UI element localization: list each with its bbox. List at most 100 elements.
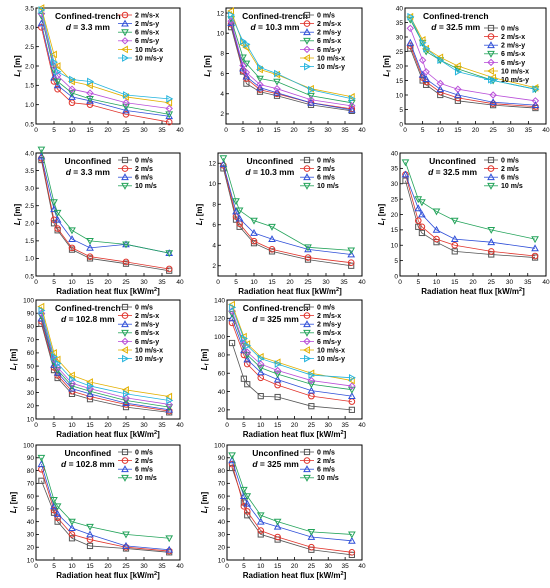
x-axis-label: Radiation heat flux [kW/m2] bbox=[56, 287, 160, 296]
x-tick-label: 5 bbox=[52, 127, 56, 134]
data-point bbox=[418, 210, 426, 218]
data-point bbox=[432, 208, 441, 216]
x-tick-label: 30 bbox=[140, 422, 148, 429]
series-10-m-s-y bbox=[229, 303, 356, 382]
series-line bbox=[41, 310, 170, 401]
data-point bbox=[531, 252, 539, 260]
x-tick-label: 20 bbox=[104, 563, 112, 570]
x-tick-label: 5 bbox=[52, 422, 56, 429]
data-point bbox=[68, 518, 76, 526]
y-tick-label: 25 bbox=[391, 196, 399, 203]
data-point bbox=[243, 360, 251, 368]
y-axis-label-subscript: f bbox=[18, 218, 24, 220]
x-tick-label: 25 bbox=[308, 563, 316, 570]
chart-panel-6: 0 5 10 15 20 25 30 35 40 0 5 10 15 20 25 30 35 40 Lf [m] Ra… bbox=[377, 150, 550, 296]
data-point bbox=[256, 364, 265, 372]
legend-label: 2 m/s-x bbox=[317, 313, 341, 320]
data-point bbox=[304, 244, 312, 252]
data-point bbox=[307, 528, 316, 536]
data-point bbox=[432, 225, 441, 233]
legend-marker bbox=[303, 474, 311, 482]
series-line bbox=[41, 149, 170, 254]
x-axis-label-end: ] bbox=[157, 571, 160, 580]
x-axis-label-superscript: 2 bbox=[341, 571, 344, 577]
y-tick-label: 12 bbox=[209, 161, 217, 168]
y-tick-label: 10 bbox=[396, 92, 404, 99]
y-tick-label: 100 bbox=[23, 442, 34, 449]
x-tick-label: 30 bbox=[140, 563, 148, 570]
x-tick-label: 5 bbox=[242, 563, 246, 570]
data-point bbox=[348, 386, 356, 394]
legend-marker bbox=[121, 29, 129, 37]
legend-label: 10 m/s-x bbox=[501, 68, 529, 75]
data-point bbox=[532, 85, 540, 94]
series-6-m-s-y bbox=[227, 17, 356, 110]
y-tick-label: 0 bbox=[394, 273, 398, 280]
data-point bbox=[86, 96, 94, 104]
legend-marker bbox=[121, 337, 129, 346]
x-tick-label: 5 bbox=[52, 279, 56, 286]
y-axis-label: Lf [m] bbox=[200, 491, 211, 513]
y-tick-label: 40 bbox=[391, 150, 399, 157]
data-point bbox=[418, 223, 426, 231]
y-tick-label: 25 bbox=[396, 49, 404, 56]
data-point bbox=[257, 354, 265, 363]
x-axis-label-text: Radiation heat flux [kW/m bbox=[243, 430, 341, 439]
y-axis-label-subscript: f bbox=[205, 506, 211, 508]
y-axis-label-unit: [m] bbox=[9, 348, 18, 363]
data-point bbox=[307, 381, 316, 389]
data-point bbox=[243, 355, 252, 363]
data-point bbox=[348, 531, 356, 539]
x-tick-label: 10 bbox=[250, 279, 258, 286]
x-tick-label: 0 bbox=[403, 127, 407, 134]
legend-marker bbox=[487, 50, 495, 58]
x-tick-label: 15 bbox=[268, 279, 276, 286]
data-point bbox=[122, 399, 130, 407]
y-tick-label: 1.0 bbox=[25, 102, 34, 109]
data-point bbox=[422, 75, 430, 82]
x-tick-label: 20 bbox=[286, 279, 294, 286]
legend-label: 0 m/s bbox=[317, 449, 335, 456]
data-point bbox=[228, 339, 236, 347]
data-point bbox=[450, 217, 459, 225]
y-tick-label: 90 bbox=[218, 455, 226, 462]
y-axis-label: Lf [m] bbox=[200, 348, 211, 370]
x-axis-label-superscript: 2 bbox=[519, 287, 522, 293]
panel-subtitle-value: = 32.5 mm bbox=[433, 167, 477, 177]
y-tick-label: 1.5 bbox=[25, 238, 34, 245]
panel-subtitle: d = 102.8 mm bbox=[61, 314, 115, 324]
legend-marker bbox=[487, 24, 495, 32]
panel-subtitle-value: = 10.3 mm bbox=[256, 22, 300, 32]
series-line bbox=[405, 180, 536, 258]
y-tick-label: 35 bbox=[391, 166, 399, 173]
panel-subtitle-value: = 3.3 mm bbox=[71, 167, 110, 177]
data-point bbox=[273, 366, 282, 375]
x-axis-label: Radiation heat flux [kW/m2] bbox=[238, 287, 342, 296]
data-point bbox=[38, 306, 46, 315]
y-tick-label: 4 bbox=[212, 243, 216, 250]
data-point bbox=[307, 376, 316, 385]
series-10-m-s-y bbox=[38, 6, 174, 103]
legend-marker bbox=[303, 182, 311, 190]
legend-label: 6 m/s bbox=[135, 467, 153, 474]
panel-subtitle-value: = 325 mm bbox=[258, 459, 300, 469]
legend-marker bbox=[303, 11, 311, 19]
legend: 0 m/s2 m/s-x2 m/s-y6 m/s-x6 m/s-y10 m/s-… bbox=[484, 24, 529, 84]
legend-label: 10 m/s-x bbox=[135, 47, 163, 54]
x-axis-label-end: ] bbox=[344, 430, 347, 439]
y-tick-label: 30 bbox=[27, 532, 35, 539]
panel-subtitle: d = 10.3 mm bbox=[245, 167, 294, 177]
data-point bbox=[304, 245, 312, 253]
series-line bbox=[231, 455, 352, 535]
legend-marker bbox=[486, 67, 494, 75]
y-tick-label: 8 bbox=[220, 51, 224, 58]
y-tick-label: 90 bbox=[27, 455, 35, 462]
panel-subtitle-symbol: d bbox=[245, 167, 251, 177]
data-point bbox=[256, 517, 265, 525]
data-point bbox=[307, 98, 315, 106]
data-point bbox=[348, 94, 356, 103]
data-point bbox=[406, 38, 415, 46]
data-point bbox=[54, 359, 62, 368]
x-axis-label: Radiation heat flux [kW/m2] bbox=[56, 430, 160, 439]
